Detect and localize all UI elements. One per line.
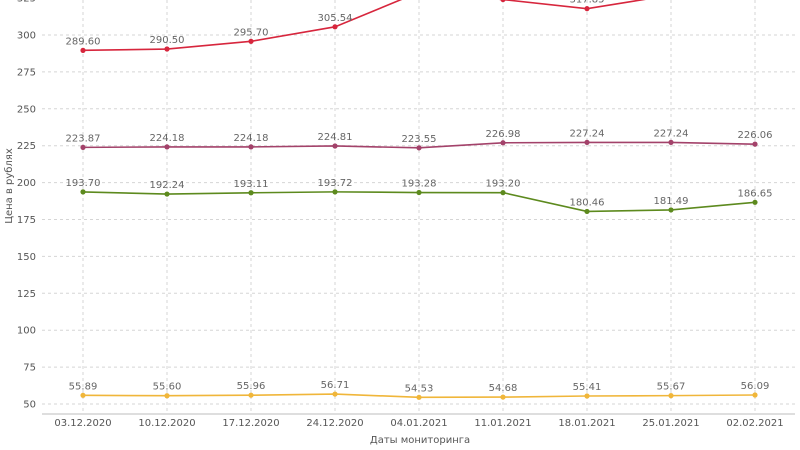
data-point xyxy=(80,189,86,195)
data-label: 295.70 xyxy=(234,27,269,38)
y-tick-label: 275 xyxy=(17,67,36,78)
data-point xyxy=(164,144,170,150)
data-label: 224.18 xyxy=(234,133,269,144)
data-point xyxy=(416,145,422,151)
data-label: 186.65 xyxy=(738,188,773,199)
data-label: 55.41 xyxy=(573,382,602,393)
x-tick-label: 24.12.2020 xyxy=(306,418,363,429)
data-label: 193.20 xyxy=(486,179,521,190)
data-point xyxy=(584,393,590,399)
axis-layer: 50 75 100 125 150 175 200 225 250 275 300 325 03.12.… xyxy=(17,0,795,429)
data-label: 223.55 xyxy=(402,134,437,145)
x-tick-label: 03.12.2020 xyxy=(54,418,111,429)
y-tick-label: 225 xyxy=(17,141,36,152)
data-point xyxy=(752,392,758,398)
data-point xyxy=(164,191,170,197)
data-point xyxy=(416,189,422,196)
data-label: 56.09 xyxy=(741,381,770,392)
x-tick-label: 02.02.2021 xyxy=(726,418,783,429)
x-tick-label: 11.01.2021 xyxy=(474,418,531,429)
data-label: 180.46 xyxy=(570,197,605,208)
y-tick-label: 100 xyxy=(17,326,36,337)
data-label: 223.87 xyxy=(66,133,101,144)
data-label: 290.50 xyxy=(150,35,185,46)
y-tick-label: 150 xyxy=(17,252,36,263)
data-point xyxy=(80,392,86,398)
data-point xyxy=(584,208,590,215)
data-label: 224.81 xyxy=(318,132,353,143)
data-label: 226.06 xyxy=(738,130,773,141)
data-point xyxy=(248,144,254,150)
data-point xyxy=(500,140,506,146)
data-point xyxy=(164,393,170,399)
data-point xyxy=(668,139,674,145)
grid-layer xyxy=(42,0,795,414)
x-axis-title: Даты мониторинга xyxy=(370,435,470,446)
data-label: 54.53 xyxy=(405,383,434,394)
data-point xyxy=(584,139,590,145)
data-label: 193.11 xyxy=(234,179,269,190)
series-line-1 xyxy=(82,0,646,52)
data-label: 227.24 xyxy=(570,128,605,139)
data-point xyxy=(332,189,338,195)
y-axis-title: Цена в рублях xyxy=(4,148,15,224)
data-point xyxy=(164,46,170,52)
data-point xyxy=(752,141,758,147)
x-tick-label: 04.01.2021 xyxy=(390,418,447,429)
y-tick-label: 50 xyxy=(23,400,36,411)
y-tick-label: 250 xyxy=(17,104,36,115)
data-label: 193.72 xyxy=(318,178,353,189)
data-label: 289.60 xyxy=(66,36,101,47)
data-point xyxy=(500,0,506,3)
data-point xyxy=(584,6,590,12)
x-tick-label: 10.12.2020 xyxy=(138,418,195,429)
data-point xyxy=(500,394,506,400)
y-tick-label: 175 xyxy=(17,215,36,226)
data-label: 192.24 xyxy=(150,180,185,191)
data-label: 55.60 xyxy=(153,382,182,393)
data-label: 226.98 xyxy=(486,129,521,140)
data-point xyxy=(668,393,674,399)
data-label: 317.85 xyxy=(570,0,605,6)
x-tick-label: 17.12.2020 xyxy=(222,418,279,429)
data-point xyxy=(248,392,254,398)
data-label: 55.96 xyxy=(237,381,266,392)
data-point xyxy=(332,24,338,30)
data-point xyxy=(752,199,758,205)
data-point xyxy=(332,391,338,397)
y-tick-label: 75 xyxy=(23,363,36,374)
data-point xyxy=(248,38,254,44)
data-label: 193.70 xyxy=(66,178,101,189)
data-point xyxy=(500,190,506,196)
data-point xyxy=(80,47,86,53)
data-label: 181.49 xyxy=(654,196,689,207)
x-tick-label: 25.01.2021 xyxy=(642,418,699,429)
data-label: 54.68 xyxy=(489,383,518,394)
y-tick-label: 325 xyxy=(17,0,36,5)
data-label: 56.71 xyxy=(321,380,350,391)
data-label: 193.28 xyxy=(402,179,437,190)
data-point xyxy=(332,143,338,149)
data-point xyxy=(80,144,86,150)
data-label: 55.67 xyxy=(657,382,686,393)
data-label: 224.18 xyxy=(150,133,185,144)
x-tick-label: 18.01.2021 xyxy=(558,418,615,429)
data-point xyxy=(416,394,422,400)
data-point xyxy=(668,207,674,213)
data-label-layer: 289.60 290.50 295.70 305.54 317.85 223.87 224.… xyxy=(66,0,773,394)
data-point xyxy=(248,190,254,196)
data-label: 227.24 xyxy=(654,128,689,139)
y-tick-label: 300 xyxy=(17,31,36,42)
series-layer xyxy=(80,0,758,400)
data-label: 55.89 xyxy=(69,381,98,392)
y-tick-label: 125 xyxy=(17,289,36,300)
y-tick-label: 200 xyxy=(17,178,36,189)
data-label: 305.54 xyxy=(318,13,353,24)
